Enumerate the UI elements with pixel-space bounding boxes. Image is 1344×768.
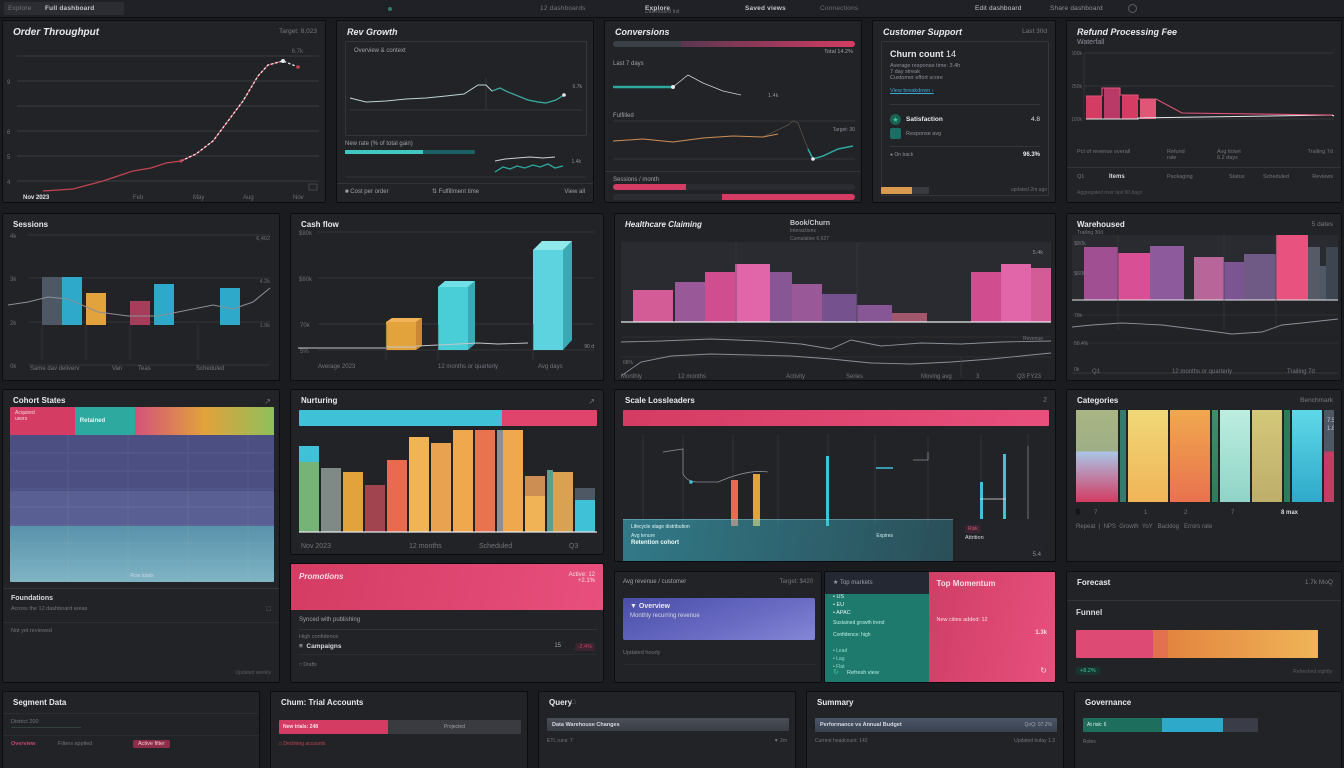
svg-text:Same day delivery: Same day delivery <box>30 366 79 370</box>
svg-text:Q1: Q1 <box>1092 369 1101 375</box>
svg-text:1.4k: 1.4k <box>572 159 582 165</box>
svg-text:50.4%: 50.4% <box>1074 341 1089 347</box>
svg-text:Aug: Aug <box>243 195 254 201</box>
svg-text:1.9k: 1.9k <box>260 323 271 329</box>
svg-text:Average 2023: Average 2023 <box>318 364 356 370</box>
svg-text:7.5: 7.5 <box>1327 418 1334 424</box>
svg-text:Nov 2023: Nov 2023 <box>301 543 331 550</box>
svg-text:$60k: $60k <box>1074 271 1086 277</box>
svg-text:7: 7 <box>1231 510 1235 516</box>
svg-text:Van: Van <box>112 366 122 370</box>
svg-text:Target: 30: Target: 30 <box>833 127 855 133</box>
svg-text:70k: 70k <box>1074 313 1083 319</box>
svg-text:3k: 3k <box>10 277 17 283</box>
svg-text:$60k: $60k <box>299 277 313 283</box>
svg-text:$80k: $80k <box>299 231 313 237</box>
svg-text:500k: 500k <box>1072 51 1082 57</box>
svg-text:Series: Series <box>846 374 863 380</box>
svg-text:Q3: Q3 <box>569 543 578 550</box>
svg-text:12 months: 12 months <box>409 543 442 550</box>
svg-text:Nov: Nov <box>293 195 304 201</box>
svg-text:8 max: 8 max <box>1281 510 1299 516</box>
svg-text:7: 7 <box>1094 510 1098 516</box>
svg-text:3: 3 <box>976 374 980 380</box>
svg-text:Feb: Feb <box>133 195 144 201</box>
svg-text:2k: 2k <box>10 321 17 327</box>
svg-text:6.7k: 6.7k <box>573 84 583 90</box>
svg-text:May: May <box>193 195 204 201</box>
svg-text:6.7k: 6.7k <box>292 49 304 55</box>
svg-text:Revenue: Revenue <box>1023 336 1043 342</box>
svg-text:4.2k: 4.2k <box>260 279 271 285</box>
svg-text:Nov 2023: Nov 2023 <box>23 195 50 201</box>
svg-text:5.4k: 5.4k <box>1033 250 1044 256</box>
svg-text:6: 6 <box>7 130 11 136</box>
svg-text:Scheduled: Scheduled <box>479 543 512 550</box>
svg-text:250k: 250k <box>1072 84 1082 90</box>
svg-text:5: 5 <box>7 155 11 161</box>
svg-text:Avg days: Avg days <box>538 364 563 370</box>
svg-text:Monthly: Monthly <box>621 374 642 380</box>
svg-text:90 d: 90 d <box>584 344 594 350</box>
svg-text:4k: 4k <box>10 234 17 240</box>
svg-text:5: 5 <box>1076 510 1080 516</box>
svg-text:68%: 68% <box>623 360 634 366</box>
svg-text:0k: 0k <box>1074 367 1080 373</box>
svg-text:Teas: Teas <box>138 366 151 370</box>
svg-text:12 months: 12 months <box>678 374 706 380</box>
svg-text:4: 4 <box>7 180 11 186</box>
svg-text:Activity: Activity <box>786 374 805 380</box>
svg-text:12 months or quarterly: 12 months or quarterly <box>438 364 498 370</box>
svg-text:70k: 70k <box>300 323 311 329</box>
svg-text:1.4k: 1.4k <box>768 93 779 99</box>
svg-text:Trailing 7d: Trailing 7d <box>1287 369 1315 375</box>
svg-text:$80k: $80k <box>1074 241 1086 247</box>
svg-text:1: 1 <box>1144 510 1148 516</box>
svg-text:12 months or quarterly: 12 months or quarterly <box>1172 369 1232 375</box>
svg-text:Scheduled: Scheduled <box>196 366 224 370</box>
svg-text:5%: 5% <box>300 349 309 355</box>
svg-text:9: 9 <box>7 80 11 86</box>
svg-text:Moving avg: Moving avg <box>921 374 952 380</box>
svg-text:100k: 100k <box>1072 117 1082 123</box>
svg-text:2: 2 <box>1184 510 1188 516</box>
svg-text:6,402: 6,402 <box>256 236 270 242</box>
svg-text:0k: 0k <box>10 364 17 370</box>
svg-text:Q3 FY23: Q3 FY23 <box>1017 374 1042 380</box>
svg-text:1.8: 1.8 <box>1327 426 1334 432</box>
